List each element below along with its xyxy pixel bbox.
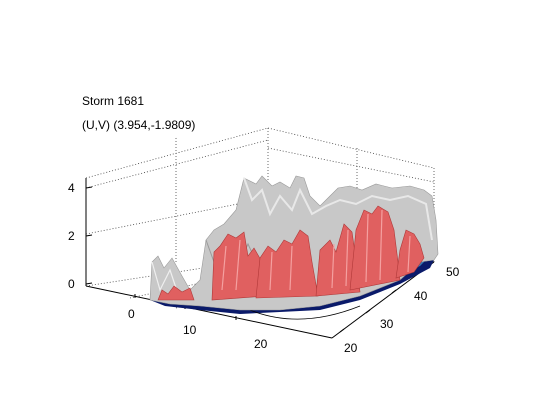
x-tick-20: 20 [254, 337, 268, 351]
storm-title: Storm 1681 [82, 94, 145, 108]
y-tick-20: 20 [344, 341, 358, 355]
z-tick-2: 2 [68, 229, 75, 243]
y-tick-50: 50 [446, 265, 460, 279]
y-tick-30: 30 [380, 317, 394, 331]
x-tick-10: 10 [183, 323, 197, 337]
z-tick-4: 4 [68, 181, 75, 195]
y-tick-40: 40 [414, 289, 428, 303]
inner-isosurface-highlights [221, 209, 411, 291]
x-tick-0: 0 [128, 307, 135, 321]
z-axis-ticks [85, 186, 93, 285]
z-tick-0: 0 [68, 277, 75, 291]
uv-readout: (U,V) (3.954,-1.9809) [82, 118, 196, 132]
